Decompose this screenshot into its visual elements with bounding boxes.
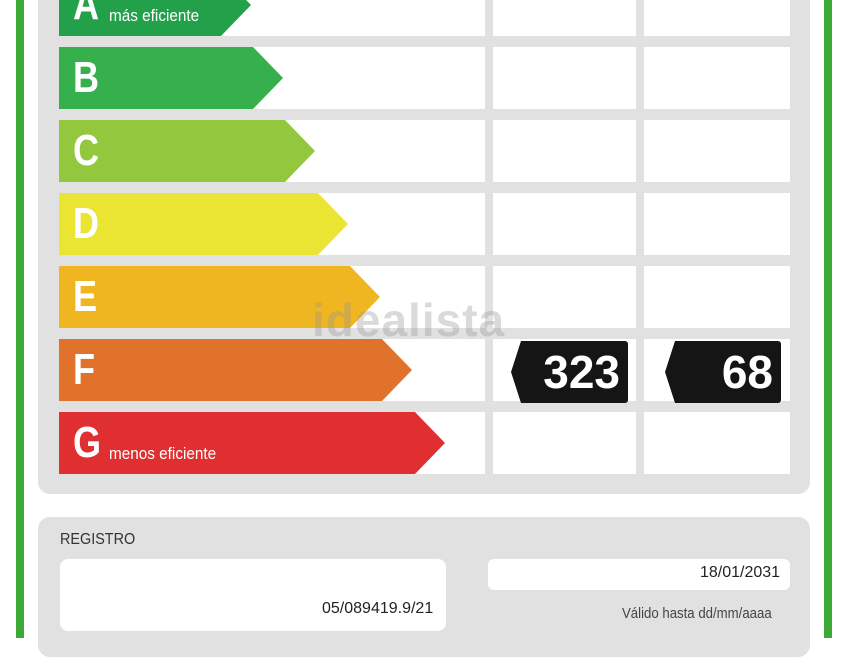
emissions-cell — [644, 193, 790, 255]
energy-label-most-efficient: más eficiente — [109, 6, 200, 25]
scale-row-d: D — [0, 193, 850, 255]
watermark: idealista — [312, 294, 506, 346]
registration-number: 05/089419.9/21 — [322, 600, 434, 617]
energy-letter-b: B — [73, 53, 100, 102]
scale-row-f: F 323 68 — [0, 339, 850, 403]
registration-label: REGISTRO — [60, 531, 136, 548]
consumption-cell — [493, 0, 636, 36]
consumption-cell — [493, 47, 636, 109]
energy-letter-c: C — [73, 126, 100, 175]
emissions-cell — [644, 120, 790, 182]
scale-row-b: B — [0, 47, 850, 109]
energy-bar-d: D — [59, 193, 348, 255]
emissions-cell — [644, 0, 790, 36]
energy-bar-c: C — [59, 120, 315, 182]
energy-letter-g: G — [73, 418, 102, 467]
consumption-cell — [493, 266, 636, 328]
validity-date-box — [488, 559, 790, 590]
validity-date: 18/01/2031 — [700, 564, 781, 581]
emissions-cell — [644, 412, 790, 474]
registration-box — [60, 559, 446, 631]
energy-label-least-efficient: menos eficiente — [109, 444, 217, 463]
scale-row-e: E — [0, 266, 850, 328]
frame-right-border — [824, 0, 832, 638]
emissions-rating-badge: 68 — [665, 341, 781, 403]
emissions-cell — [644, 266, 790, 328]
consumption-cell — [493, 412, 636, 474]
energy-letter-e: E — [73, 272, 98, 321]
scale-row-g: G menos eficiente — [0, 412, 850, 474]
energy-bar-b: B — [59, 47, 283, 109]
emissions-cell — [644, 47, 790, 109]
scale-row-c: C — [0, 120, 850, 182]
validity-label: Válido hasta dd/mm/aaaa — [622, 605, 772, 622]
energy-bar-e: E — [59, 266, 380, 328]
energy-letter-f: F — [73, 345, 96, 394]
frame-left-border — [16, 0, 24, 638]
consumption-cell — [493, 193, 636, 255]
energy-bar-a: A más eficiente — [59, 0, 251, 36]
scale-row-a: A más eficiente — [0, 0, 850, 36]
consumption-rating-badge: 323 — [511, 341, 628, 403]
energy-letter-d: D — [73, 199, 100, 248]
consumption-cell — [493, 120, 636, 182]
energy-bar-g: G menos eficiente — [59, 412, 445, 474]
energy-letter-a: A — [73, 0, 100, 29]
energy-bar-f: F — [59, 339, 412, 401]
